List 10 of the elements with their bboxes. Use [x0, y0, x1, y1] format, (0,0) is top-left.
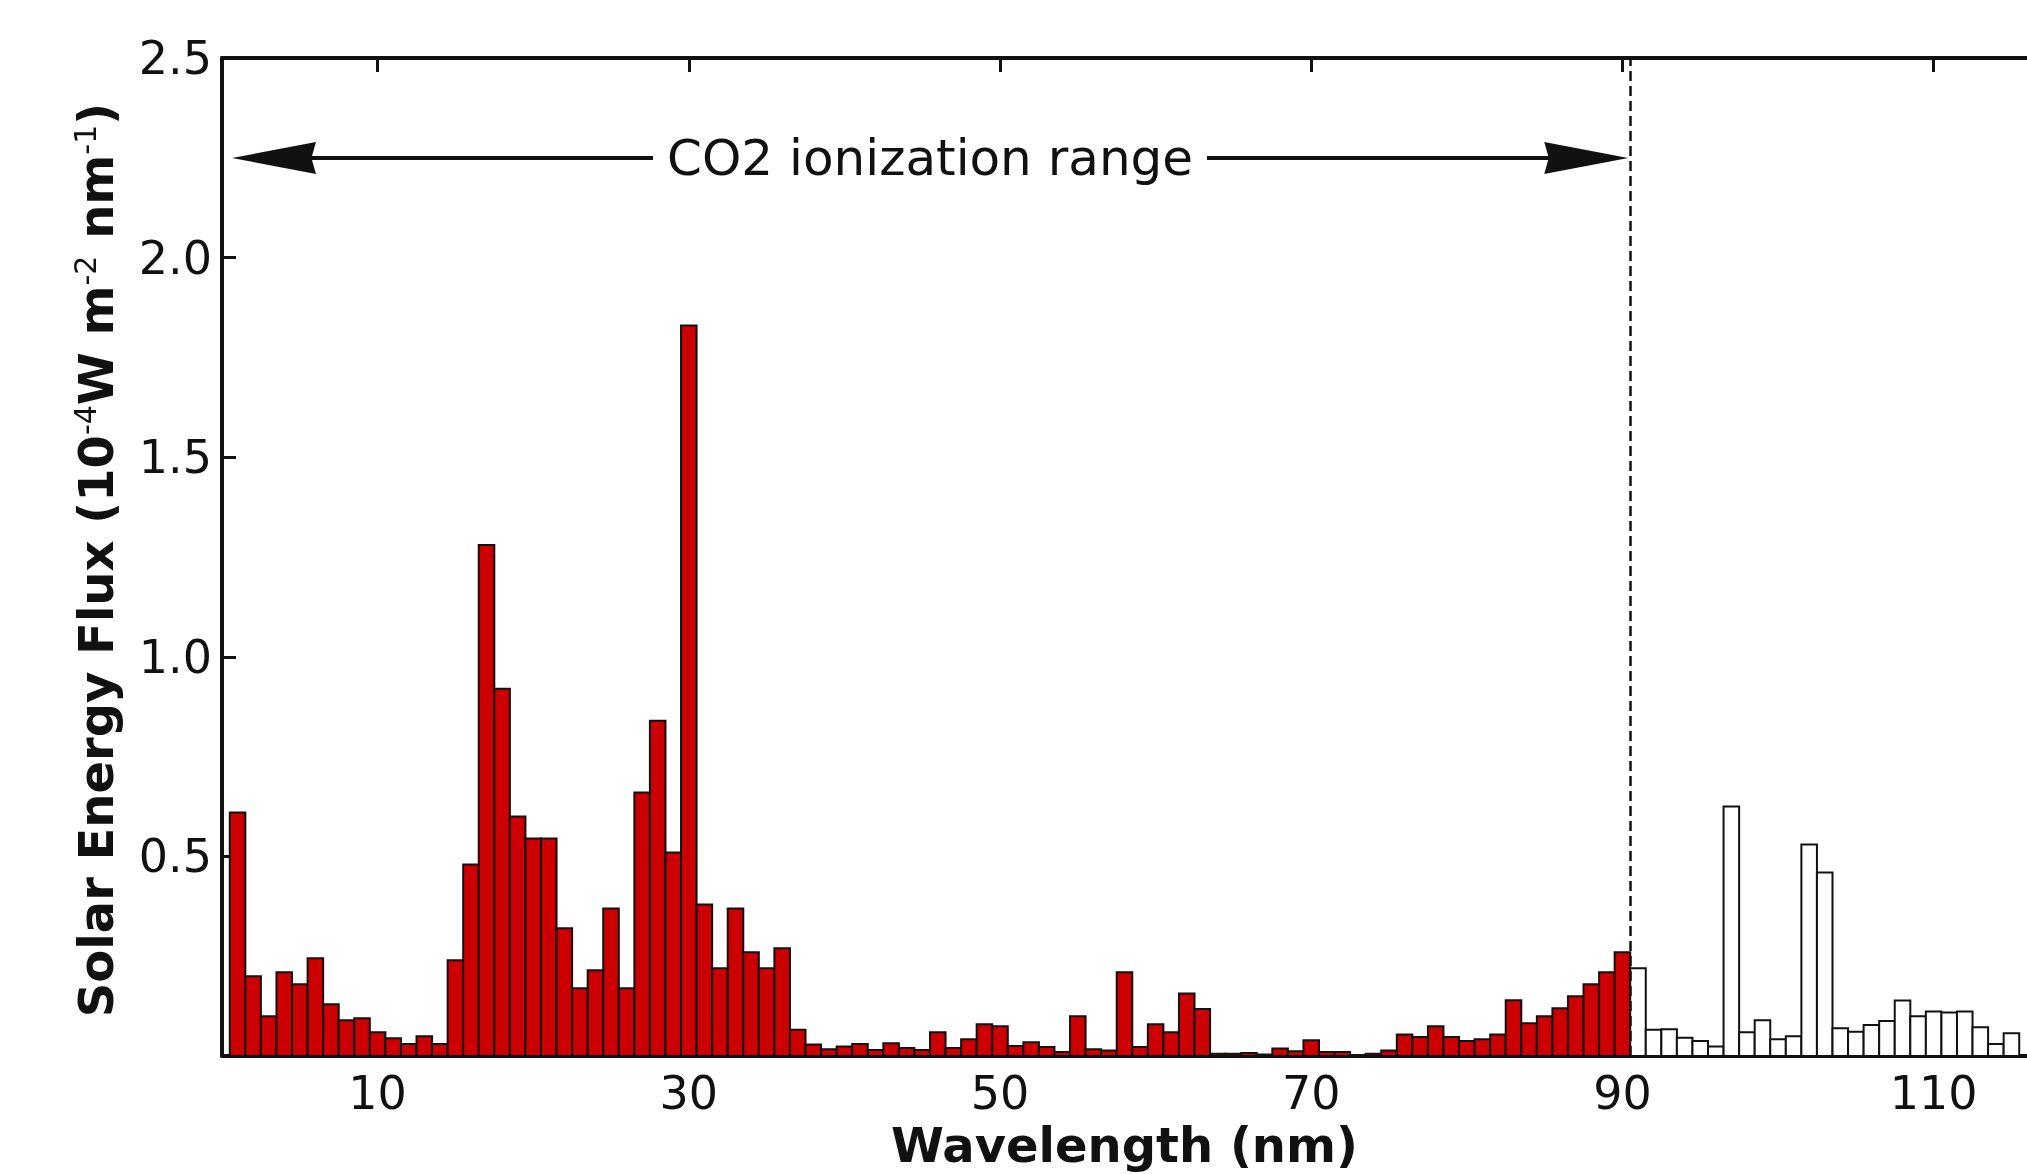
- x-tick-label: 110: [1889, 1066, 1978, 1121]
- y-tick-label: 1.5: [138, 430, 212, 485]
- y-tick-label: 2.5: [138, 31, 212, 85]
- x-tick-label: 90: [1593, 1066, 1652, 1121]
- x-tick-label: 30: [659, 1066, 719, 1121]
- x-tick-label: 10: [348, 1066, 407, 1121]
- y-tick-label: 1.0: [138, 629, 212, 684]
- y-tick-label: 0.5: [138, 829, 212, 884]
- annotation: CO2 ionization range: [653, 129, 1208, 187]
- y-tick-label: 2.0: [138, 230, 212, 285]
